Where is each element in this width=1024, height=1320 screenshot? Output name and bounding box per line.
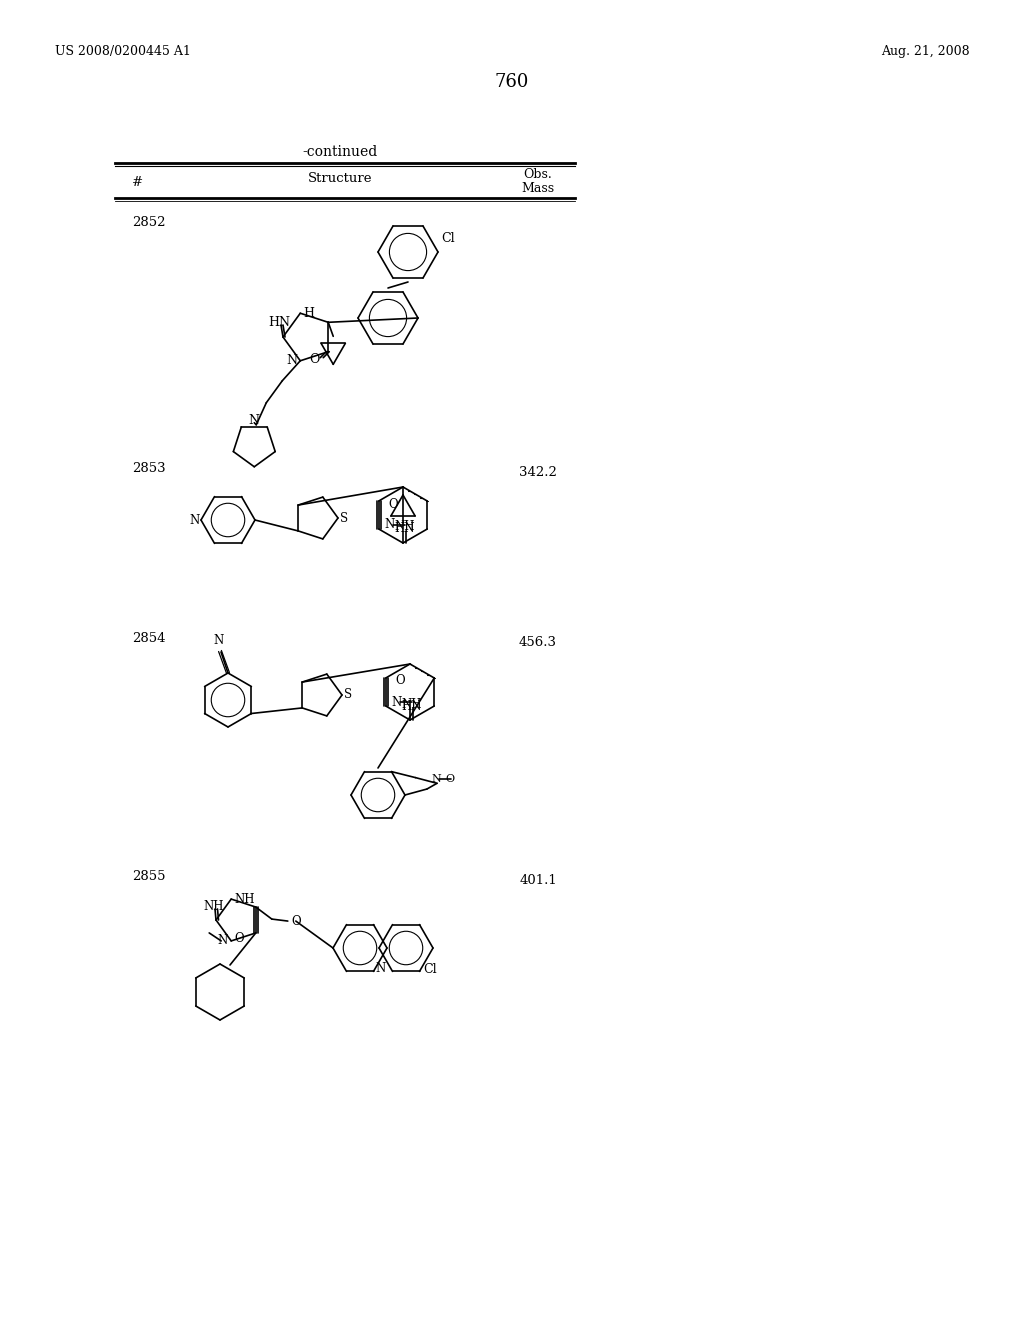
Text: H: H xyxy=(303,306,314,319)
Text: Cl: Cl xyxy=(441,231,455,244)
Text: O: O xyxy=(292,915,301,928)
Text: NH: NH xyxy=(394,520,416,533)
Text: HN: HN xyxy=(401,700,422,713)
Text: O: O xyxy=(395,675,406,688)
Text: NH: NH xyxy=(204,899,224,912)
Text: 2853: 2853 xyxy=(132,462,166,474)
Text: N: N xyxy=(385,519,395,532)
Text: US 2008/0200445 A1: US 2008/0200445 A1 xyxy=(55,45,190,58)
Text: S: S xyxy=(344,689,352,701)
Text: 2854: 2854 xyxy=(132,631,166,644)
Text: N: N xyxy=(431,774,440,784)
Text: N: N xyxy=(392,696,402,709)
Text: N: N xyxy=(376,962,386,975)
Text: 456.3: 456.3 xyxy=(519,635,557,648)
Text: 2855: 2855 xyxy=(132,870,166,883)
Text: N: N xyxy=(287,354,297,367)
Text: 2852: 2852 xyxy=(132,215,166,228)
Text: 401.1: 401.1 xyxy=(519,874,557,887)
Text: Aug. 21, 2008: Aug. 21, 2008 xyxy=(882,45,970,58)
Text: HN: HN xyxy=(268,317,290,330)
Text: NH: NH xyxy=(234,892,255,906)
Text: 342.2: 342.2 xyxy=(519,466,557,479)
Text: O: O xyxy=(389,498,398,511)
Text: 760: 760 xyxy=(495,73,529,91)
Text: Cl: Cl xyxy=(424,962,437,975)
Text: -continued: -continued xyxy=(302,145,378,158)
Text: N: N xyxy=(214,635,224,648)
Text: Mass: Mass xyxy=(521,181,555,194)
Text: Structure: Structure xyxy=(308,172,373,185)
Text: HN: HN xyxy=(394,523,416,536)
Text: Obs.: Obs. xyxy=(523,169,552,181)
Text: S: S xyxy=(340,511,348,524)
Text: N: N xyxy=(189,515,200,528)
Text: O: O xyxy=(445,775,454,784)
Text: #: # xyxy=(132,176,143,189)
Text: N: N xyxy=(249,414,260,428)
Text: N: N xyxy=(217,935,227,948)
Text: O: O xyxy=(234,932,244,945)
Text: O: O xyxy=(309,354,319,366)
Text: NH: NH xyxy=(401,697,422,710)
